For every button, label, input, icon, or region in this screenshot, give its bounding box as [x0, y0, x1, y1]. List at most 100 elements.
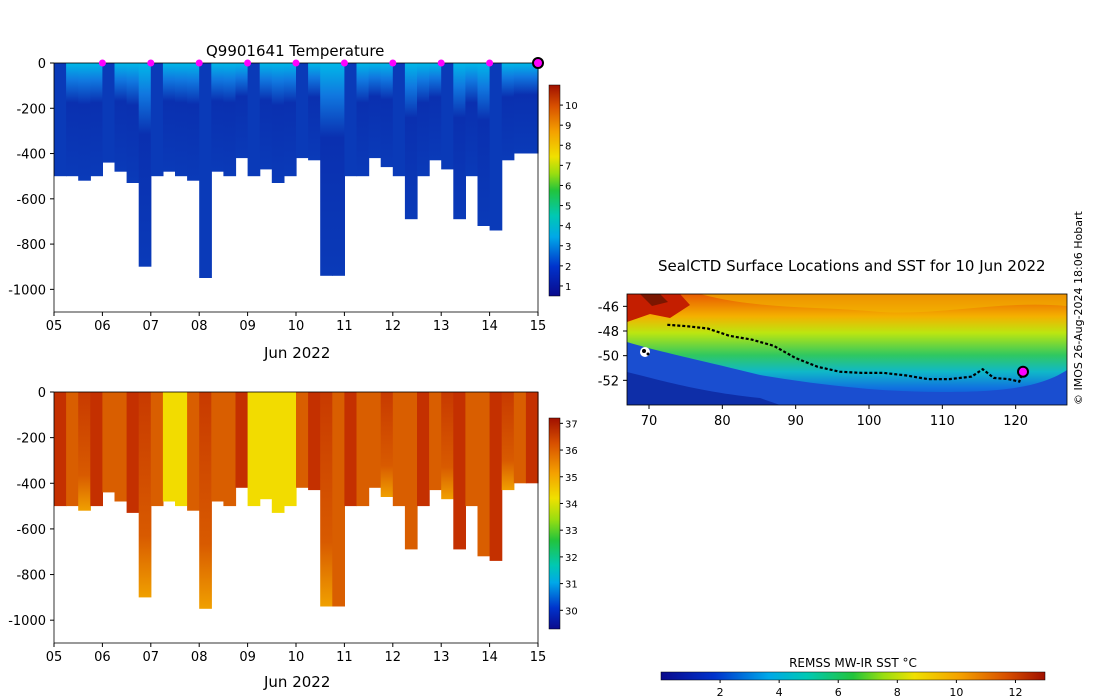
y-tick-label: -200 — [16, 432, 46, 447]
profile-column — [296, 63, 309, 159]
temperature-colorbar — [548, 84, 561, 297]
colorbar-tick-label: 35 — [565, 473, 578, 484]
profile-column — [66, 63, 79, 177]
profile-column — [223, 392, 237, 507]
colorbar-tick-label: 5 — [565, 202, 571, 213]
profile-column — [453, 63, 466, 220]
x-tick-label: 14 — [481, 650, 498, 665]
profile-column — [150, 392, 164, 507]
colorbar-tick-label: 32 — [565, 553, 578, 564]
profile-column — [90, 392, 103, 507]
sst-colorbar-ticks: 2 4 6 8 10 12 — [717, 680, 1022, 699]
x-tick-label: 15 — [530, 650, 547, 665]
x-tick-label: 10 — [288, 319, 305, 334]
y-tick-label: -400 — [16, 477, 46, 492]
profile-column — [477, 63, 491, 226]
y-tick-label: -46 — [598, 300, 619, 315]
y-tick-label: -1000 — [8, 614, 46, 629]
x-tick-label: 15 — [530, 319, 547, 334]
x-tick-label: 05 — [46, 319, 63, 334]
salinity-xaxis-label: Jun 2022 — [264, 673, 331, 691]
profile-column — [271, 392, 285, 513]
colorbar-tick-label: 33 — [565, 526, 578, 537]
profile-column — [429, 392, 442, 491]
colorbar-tick-label: 1 — [565, 282, 571, 293]
profile-column — [187, 392, 200, 511]
y-tick-label: -200 — [16, 102, 46, 117]
profile-column — [344, 63, 358, 177]
temperature-x-ticks: 05 06 07 08 09 10 11 12 13 14 15 — [46, 312, 547, 334]
x-tick-label: 07 — [143, 319, 160, 334]
y-tick-label: 0 — [38, 57, 46, 72]
profile-column — [489, 392, 503, 561]
sst-mid-band — [700, 294, 1067, 313]
x-tick-label: 12 — [385, 650, 402, 665]
profile-column — [54, 392, 67, 507]
profile-column — [332, 392, 345, 607]
colorbar-tick-label: 37 — [565, 419, 578, 430]
temperature-chart-title: Q9901641 Temperature — [206, 42, 385, 60]
salinity-colorbar — [548, 417, 561, 630]
colorbar-tick-label: 12 — [1008, 686, 1022, 699]
surface-marker — [389, 59, 397, 67]
profile-column — [465, 392, 479, 507]
profile-column — [417, 392, 430, 507]
profile-column — [235, 63, 249, 159]
x-tick-label: 12 — [385, 319, 402, 334]
profile-column — [525, 63, 539, 154]
map-title: SealCTD Surface Locations and SST for 10… — [658, 257, 1046, 275]
y-tick-label: -50 — [598, 350, 619, 365]
profile-column — [392, 392, 406, 507]
seal-track-line — [667, 323, 1025, 383]
colorbar-tick-label: 4 — [565, 222, 571, 233]
profile-column — [259, 392, 273, 500]
profile-column — [199, 63, 212, 278]
colorbar-tick-label: 31 — [565, 580, 578, 591]
profile-column — [477, 392, 491, 557]
x-tick-label: 06 — [94, 319, 111, 334]
profile-column — [429, 63, 442, 161]
map-y-ticks: -46 -48 -50 -52 — [598, 300, 627, 389]
current-position-marker — [532, 57, 544, 69]
x-tick-label: 120 — [1003, 414, 1028, 429]
x-tick-label: 13 — [433, 650, 450, 665]
surface-markers — [98, 57, 544, 69]
profile-column — [54, 63, 67, 177]
profile-column — [368, 392, 382, 488]
profile-column — [199, 392, 212, 609]
sst-warm-patch — [627, 294, 690, 322]
x-tick-label: 07 — [143, 650, 160, 665]
profile-column — [465, 63, 479, 177]
x-tick-label: 08 — [191, 650, 208, 665]
colorbar-tick-label: 3 — [565, 242, 571, 253]
profile-column — [235, 392, 249, 488]
profile-column — [126, 63, 140, 183]
x-tick-label: 11 — [336, 650, 353, 665]
profile-column — [525, 392, 539, 484]
profile-column — [320, 392, 333, 607]
sst-cold-region — [627, 342, 1067, 405]
profile-column — [441, 392, 454, 500]
colorbar-tick-label: 2 — [565, 262, 571, 273]
profile-column — [259, 63, 273, 170]
profile-column — [283, 63, 297, 177]
y-tick-label: -52 — [598, 374, 619, 389]
profile-column — [380, 63, 394, 168]
colorbar-tick-label: 30 — [565, 606, 578, 617]
colorbar-tick-label: 10 — [949, 686, 963, 699]
surface-marker — [147, 59, 155, 67]
colorbar-tick-label: 9 — [565, 121, 571, 132]
profile-column — [90, 63, 103, 177]
profile-column — [150, 63, 164, 177]
profile-column — [162, 63, 176, 172]
temperature-xaxis-label: Jun 2022 — [264, 344, 331, 362]
colorbar-tick-label: 4 — [776, 686, 783, 699]
colorbar-tick-label: 6 — [565, 181, 571, 192]
profile-column — [344, 392, 358, 507]
profile-column — [162, 392, 176, 502]
x-tick-label: 14 — [481, 319, 498, 334]
x-tick-label: 08 — [191, 319, 208, 334]
profile-column — [380, 392, 394, 497]
profile-column — [187, 63, 200, 181]
